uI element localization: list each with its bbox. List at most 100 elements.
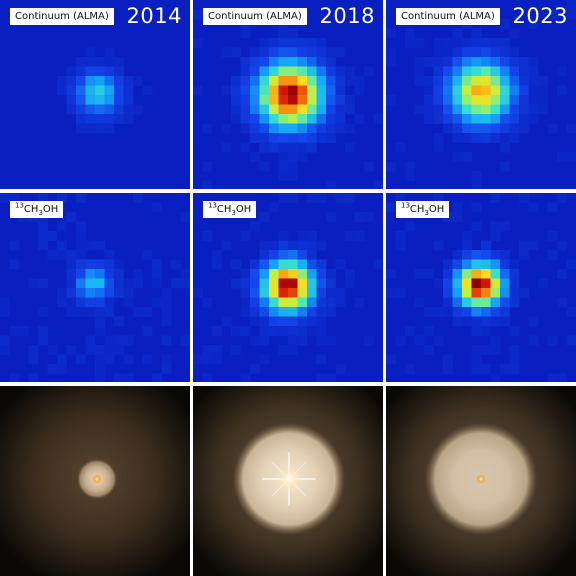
map-pixel bbox=[288, 288, 298, 298]
map-pixel bbox=[193, 38, 203, 48]
map-pixel bbox=[171, 278, 181, 289]
year-label: 2014 bbox=[126, 4, 182, 28]
map-pixel bbox=[307, 38, 317, 48]
map-pixel bbox=[326, 212, 336, 222]
map-pixel bbox=[269, 288, 279, 298]
map-pixel bbox=[433, 193, 444, 203]
map-pixel bbox=[104, 114, 115, 124]
map-pixel bbox=[66, 288, 77, 298]
map-pixel bbox=[519, 240, 529, 251]
map-pixel bbox=[462, 95, 472, 105]
map-pixel bbox=[509, 288, 520, 298]
map-pixel bbox=[114, 373, 124, 382]
map-pixel bbox=[278, 76, 289, 86]
map-pixel bbox=[452, 114, 463, 124]
map-pixel bbox=[297, 231, 308, 241]
map-pixel bbox=[326, 373, 336, 382]
map-pixel bbox=[278, 240, 289, 251]
map-pixel bbox=[405, 38, 415, 48]
map-pixel bbox=[433, 114, 444, 124]
map-pixel bbox=[47, 250, 58, 260]
map-pixel bbox=[231, 278, 241, 289]
map-pixel bbox=[250, 114, 260, 124]
map-pixel bbox=[66, 259, 77, 270]
map-pixel bbox=[212, 354, 222, 365]
map-pixel bbox=[278, 288, 289, 298]
map-pixel bbox=[240, 85, 251, 96]
map-pixel bbox=[326, 133, 336, 143]
map-pixel bbox=[490, 373, 501, 382]
map-pixel bbox=[471, 171, 482, 181]
map-pixel bbox=[424, 85, 434, 96]
map-pixel bbox=[85, 269, 96, 279]
map-pixel bbox=[240, 288, 251, 298]
map-pixel bbox=[307, 259, 317, 270]
map-pixel bbox=[490, 307, 501, 317]
map-pixel bbox=[278, 152, 289, 162]
map-pixel bbox=[452, 278, 463, 289]
map-pixel bbox=[443, 47, 453, 58]
map-pixel bbox=[509, 354, 520, 365]
map-pixel bbox=[202, 180, 213, 189]
methanol-panel-2023: 13CH3OH bbox=[386, 193, 576, 382]
map-pixel bbox=[152, 278, 162, 289]
map-pixel bbox=[278, 85, 289, 96]
map-pixel bbox=[38, 240, 48, 251]
map-pixel bbox=[345, 66, 355, 77]
map-pixel bbox=[452, 85, 463, 96]
map-pixel bbox=[452, 297, 463, 308]
map-pixel bbox=[259, 95, 270, 105]
map-pixel bbox=[566, 9, 576, 20]
map-pixel bbox=[297, 95, 308, 105]
map-pixel bbox=[259, 212, 270, 222]
map-pixel bbox=[364, 161, 374, 172]
map-pixel bbox=[104, 95, 115, 105]
map-pixel bbox=[0, 345, 10, 355]
map-pixel bbox=[528, 335, 539, 346]
map-pixel bbox=[104, 57, 115, 67]
map-pixel bbox=[202, 345, 213, 355]
map-pixel bbox=[500, 221, 510, 232]
map-pixel bbox=[66, 76, 77, 86]
map-pixel bbox=[57, 354, 67, 365]
map-pixel bbox=[85, 240, 96, 251]
map-pixel bbox=[278, 66, 289, 77]
map-pixel bbox=[297, 123, 308, 134]
map-pixel bbox=[481, 114, 491, 124]
map-pixel bbox=[414, 76, 425, 86]
map-pixel bbox=[47, 345, 58, 355]
map-pixel bbox=[57, 297, 67, 308]
map-pixel bbox=[297, 57, 308, 67]
map-pixel bbox=[114, 66, 124, 77]
map-pixel bbox=[316, 95, 327, 105]
map-pixel bbox=[509, 104, 520, 115]
map-pixel bbox=[0, 297, 10, 308]
map-pixel bbox=[297, 38, 308, 48]
map-pixel bbox=[443, 114, 453, 124]
map-pixel bbox=[133, 76, 143, 86]
map-pixel bbox=[316, 307, 327, 317]
map-pixel bbox=[278, 142, 289, 153]
map-pixel bbox=[433, 38, 444, 48]
map-pixel bbox=[95, 95, 105, 105]
map-pixel bbox=[462, 114, 472, 124]
map-pixel bbox=[66, 212, 77, 222]
map-pixel bbox=[443, 57, 453, 67]
map-pixel bbox=[481, 240, 491, 251]
map-pixel bbox=[297, 297, 308, 308]
map-pixel bbox=[500, 316, 510, 327]
map-pixel bbox=[500, 114, 510, 124]
map-pixel bbox=[500, 38, 510, 48]
map-pixel bbox=[500, 85, 510, 96]
map-pixel bbox=[114, 345, 124, 355]
map-pixel bbox=[114, 76, 124, 86]
map-pixel bbox=[443, 104, 453, 115]
map-pixel bbox=[288, 278, 298, 289]
map-pixel bbox=[259, 278, 270, 289]
map-pixel bbox=[566, 0, 576, 10]
map-pixel bbox=[452, 269, 463, 279]
map-pixel bbox=[471, 28, 482, 39]
map-pixel bbox=[76, 278, 86, 289]
map-pixel bbox=[326, 269, 336, 279]
map-pixel bbox=[123, 95, 134, 105]
